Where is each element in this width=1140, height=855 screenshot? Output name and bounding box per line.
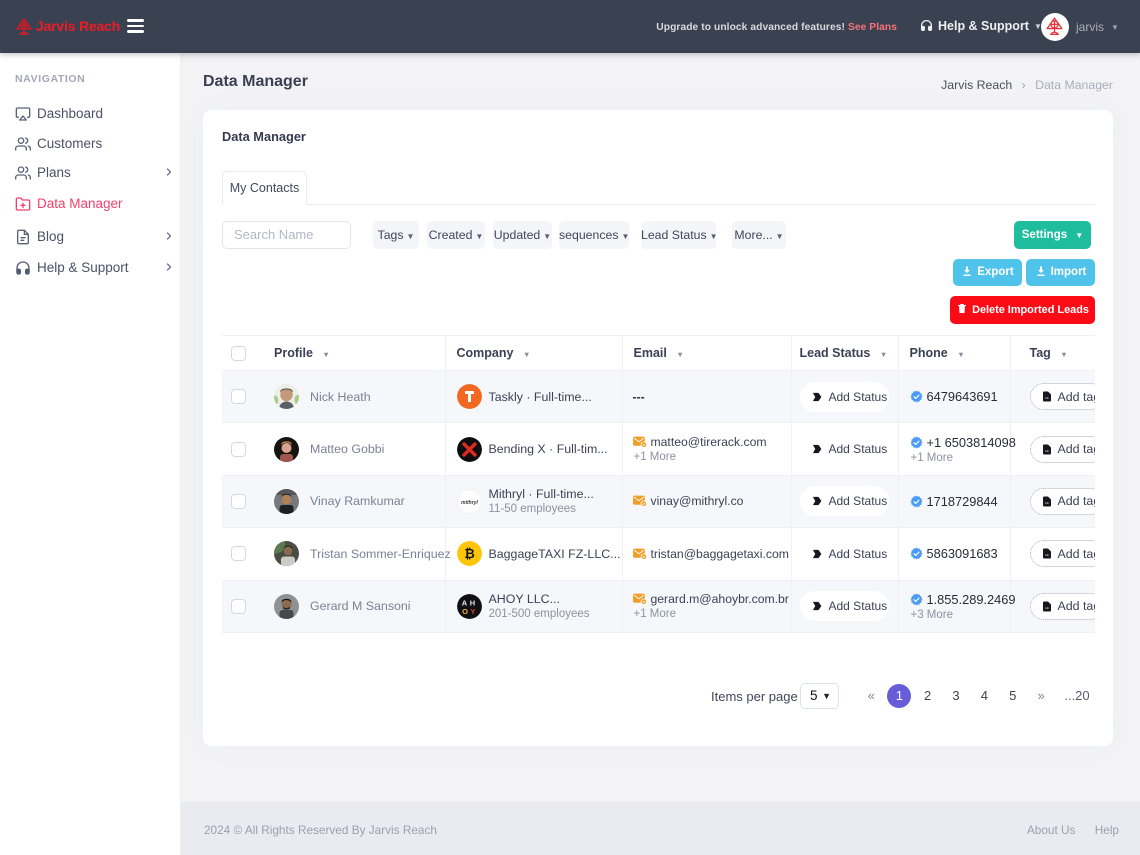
svg-text:mithryl: mithryl [461, 500, 478, 506]
svg-text:H: H [469, 598, 474, 607]
svg-text:Y: Y [470, 607, 475, 616]
svg-text:₿: ₿ [464, 546, 475, 561]
svg-text:O: O [462, 607, 468, 616]
svg-text:A: A [461, 598, 467, 607]
